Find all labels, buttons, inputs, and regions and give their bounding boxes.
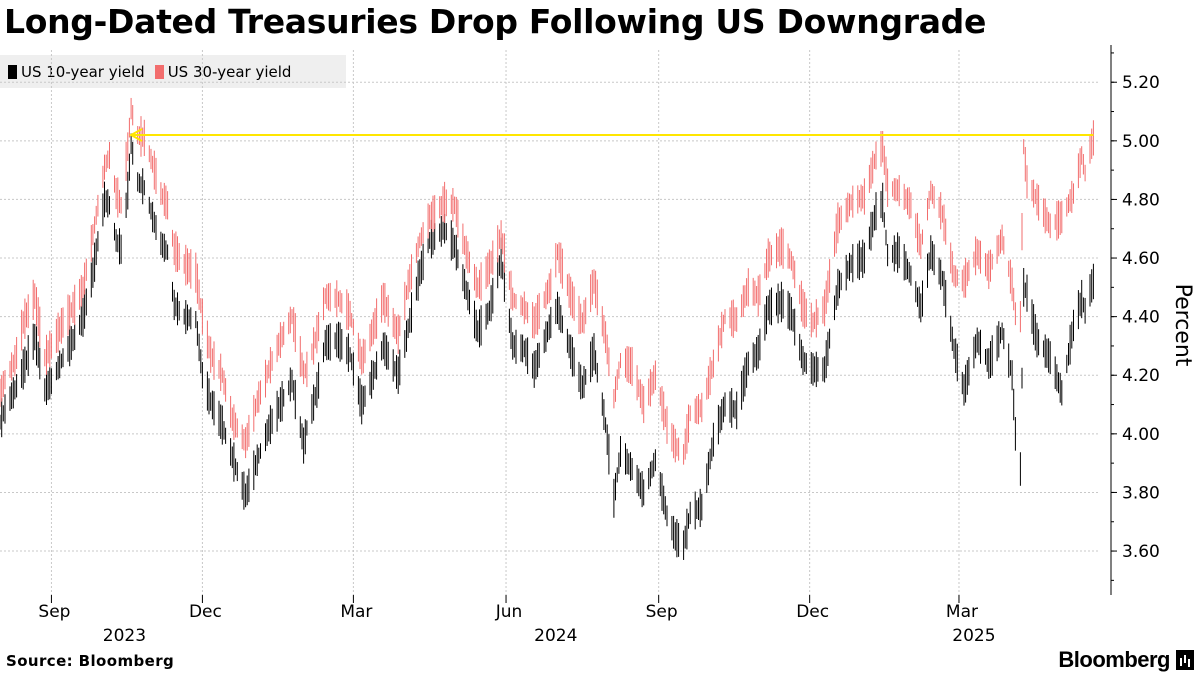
x-tick-label: Dec [796, 602, 829, 622]
x-tick-label: Sep [646, 602, 678, 622]
y-tick-label: 4.80 [1122, 190, 1160, 210]
brand-name: Bloomberg [1058, 647, 1170, 672]
x-tick-label: Mar [340, 602, 372, 622]
y-tick-label: 4.40 [1122, 308, 1160, 328]
y-tick-label: 5.20 [1122, 73, 1160, 93]
y-axis-label: Percent [1170, 284, 1195, 367]
reference-layer [128, 128, 1094, 142]
y-axis: 5.20 5.00 4.80 4.60 4.40 4.20 4.00 3.80 3.60 Perc… [1110, 45, 1195, 595]
x-tick-label: Mar [946, 602, 978, 622]
y-tick-label: 3.60 [1122, 542, 1160, 562]
series-layer [0, 97, 1094, 560]
x-tick-label: Dec [189, 602, 222, 622]
series-30y [0, 97, 1094, 465]
series-10y [0, 133, 1094, 560]
legend-swatch-30y [154, 64, 164, 79]
y-tick-label: 4.20 [1122, 366, 1160, 386]
chart-title: Long-Dated Treasuries Drop Following US … [4, 2, 987, 41]
y-tick-label: 3.80 [1122, 483, 1160, 503]
gridlines [0, 50, 1100, 595]
legend-item-30y: US 30-year yield [154, 62, 292, 81]
reference-arrowhead [128, 128, 143, 142]
x-tick-label: Sep [38, 602, 70, 622]
y-tick-label: 5.00 [1122, 132, 1160, 152]
y-tick-label: 4.60 [1122, 249, 1160, 269]
x-year-label: 2023 [103, 626, 146, 646]
x-year-label: 2024 [534, 626, 577, 646]
legend-label-30y: US 30-year yield [167, 62, 292, 81]
chart-logo-icon [1176, 650, 1194, 670]
x-axis: Sep Dec Mar Jun Sep Dec Mar 2023 2024 2025 [38, 595, 996, 646]
source-note: Source: Bloomberg [6, 652, 175, 670]
brand-logo: Bloomberg [1058, 647, 1194, 673]
legend-swatch-10y [8, 64, 17, 79]
x-tick-label: Jun [495, 602, 523, 622]
x-year-label: 2025 [952, 626, 995, 646]
y-tick-label: 4.00 [1122, 425, 1160, 445]
